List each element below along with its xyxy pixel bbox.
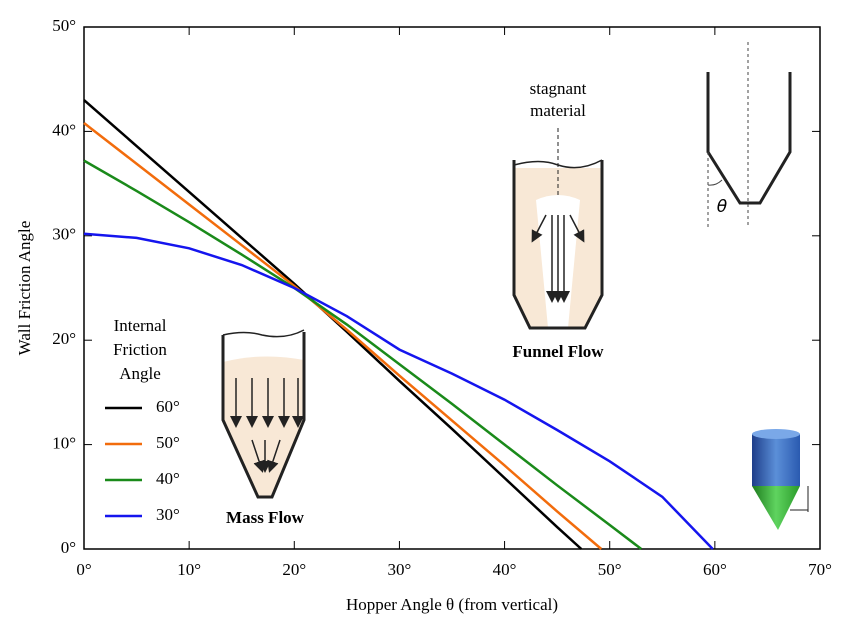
y-axis-label: Wall Friction Angle xyxy=(15,221,34,356)
y-tick-label: 40° xyxy=(52,120,76,139)
legend-title: Angle xyxy=(119,364,161,383)
y-tick-label: 0° xyxy=(61,538,76,557)
x-tick-label: 40° xyxy=(493,560,517,579)
annotation: stagnant xyxy=(530,79,587,98)
plot-frame xyxy=(83,26,821,550)
y-tick-label: 30° xyxy=(52,225,76,244)
legend-label: 50° xyxy=(156,433,180,452)
annotation: Mass Flow xyxy=(226,508,305,527)
annotation: θ xyxy=(717,197,728,217)
y-tick-label: 10° xyxy=(52,434,76,453)
theta-diagram xyxy=(706,42,792,228)
x-tick-label: 70° xyxy=(808,560,832,579)
legend-title: Internal xyxy=(114,316,167,335)
mass-flow-diagram xyxy=(221,329,306,499)
legend-label: 40° xyxy=(156,469,180,488)
x-tick-label: 60° xyxy=(703,560,727,579)
series-line xyxy=(83,159,643,550)
x-axis-label: Hopper Angle θ (from vertical) xyxy=(346,595,558,614)
x-tick-label: 0° xyxy=(76,560,91,579)
x-tick-label: 20° xyxy=(282,560,306,579)
legend-label: 30° xyxy=(156,505,180,524)
y-tick-label: 50° xyxy=(52,16,76,35)
funnel-flow-diagram xyxy=(512,128,604,330)
series-line xyxy=(83,232,714,550)
x-tick-label: 10° xyxy=(177,560,201,579)
silo-icon xyxy=(752,429,809,530)
legend-label: 60° xyxy=(156,397,180,416)
series-line xyxy=(83,122,603,550)
x-tick-label: 50° xyxy=(598,560,622,579)
annotation: Funnel Flow xyxy=(512,342,604,361)
series-line xyxy=(83,99,583,550)
y-tick-label: 20° xyxy=(52,329,76,348)
legend-title: Friction xyxy=(113,340,167,359)
x-tick-label: 30° xyxy=(388,560,412,579)
annotation: material xyxy=(530,101,586,120)
